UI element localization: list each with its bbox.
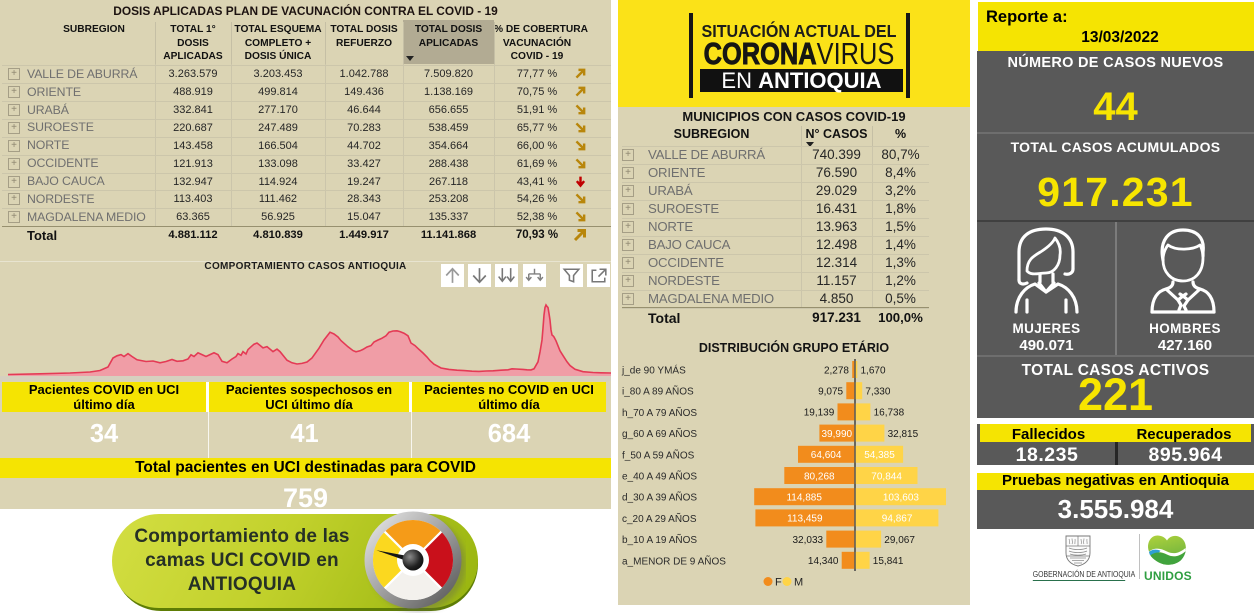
svg-text:b_10 A 19 AÑOS: b_10 A 19 AÑOS bbox=[622, 533, 697, 546]
svg-text:54,385: 54,385 bbox=[864, 450, 895, 461]
svg-text:f_50 A 59 AÑOS: f_50 A 59 AÑOS bbox=[622, 448, 695, 461]
svg-text:a_MENOR DE 9 AÑOS: a_MENOR DE 9 AÑOS bbox=[622, 554, 726, 567]
svg-text:e_40 A 49 AÑOS: e_40 A 49 AÑOS bbox=[622, 470, 697, 483]
svg-text:114,885: 114,885 bbox=[786, 493, 822, 504]
svg-text:113,459: 113,459 bbox=[787, 514, 823, 525]
svg-text:32,815: 32,815 bbox=[888, 429, 919, 440]
svg-text:2,278: 2,278 bbox=[824, 365, 849, 376]
svg-text:64,604: 64,604 bbox=[811, 450, 842, 461]
svg-text:70,844: 70,844 bbox=[871, 471, 902, 482]
svg-text:94,867: 94,867 bbox=[882, 514, 913, 525]
svg-text:19,139: 19,139 bbox=[804, 408, 835, 419]
svg-text:d_30 A 39 AÑOS: d_30 A 39 AÑOS bbox=[622, 491, 697, 504]
svg-text:14,340: 14,340 bbox=[808, 556, 839, 567]
svg-text:29,067: 29,067 bbox=[884, 535, 915, 546]
svg-text:j_de 90 YMÁS: j_de 90 YMÁS bbox=[621, 364, 686, 377]
svg-text:103,603: 103,603 bbox=[883, 493, 920, 504]
svg-text:39,990: 39,990 bbox=[822, 429, 853, 440]
svg-text:M: M bbox=[794, 577, 803, 589]
svg-text:i_80 A 89 AÑOS: i_80 A 89 AÑOS bbox=[622, 385, 694, 398]
svg-text:15,841: 15,841 bbox=[873, 556, 904, 567]
svg-text:g_60 A 69 AÑOS: g_60 A 69 AÑOS bbox=[622, 427, 697, 440]
svg-text:F: F bbox=[775, 577, 782, 589]
svg-text:h_70 A 79 AÑOS: h_70 A 79 AÑOS bbox=[622, 406, 697, 419]
svg-text:80,268: 80,268 bbox=[804, 471, 835, 482]
svg-text:32,033: 32,033 bbox=[793, 535, 824, 546]
svg-text:7,330: 7,330 bbox=[865, 387, 890, 398]
svg-text:9,075: 9,075 bbox=[818, 387, 843, 398]
svg-text:c_20 A 29 AÑOS: c_20 A 29 AÑOS bbox=[622, 512, 697, 525]
svg-text:16,738: 16,738 bbox=[874, 408, 905, 419]
svg-text:1,670: 1,670 bbox=[861, 365, 886, 376]
